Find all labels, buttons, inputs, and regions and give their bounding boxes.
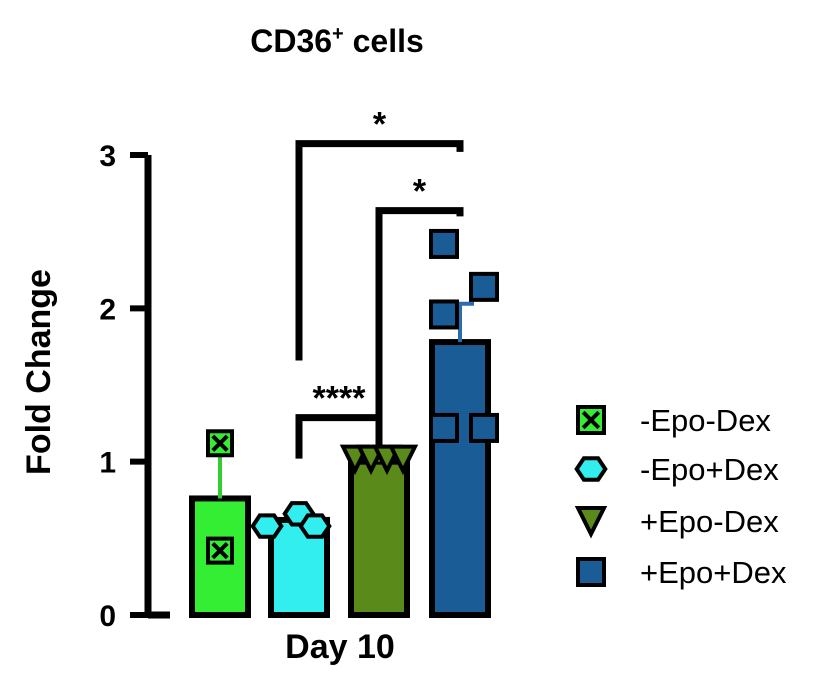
legend-marker-3 [576, 557, 606, 587]
sig-label-2: **** [313, 380, 367, 418]
y-tick-label: 1 [99, 447, 116, 480]
legend-label-2: +Epo-Dex [640, 504, 779, 539]
legend-label-0: -Epo-Dex [640, 403, 771, 438]
data-point-3-2 [429, 299, 459, 330]
data-point-3-0 [429, 228, 459, 259]
data-point-0-1 [206, 536, 234, 565]
bar-2 [348, 458, 410, 618]
sig-label-1: * [413, 173, 427, 211]
y-tick-label: 3 [99, 140, 116, 173]
legend-marker-1 [574, 456, 608, 482]
sig-bracket-2 [295, 414, 383, 459]
significance-brackets: ****** [295, 106, 464, 459]
legend: -Epo-Dex -Epo+Dex +Epo-Dex +Epo+Dex [574, 403, 787, 590]
y-tick-label: 0 [99, 600, 116, 633]
data-point-2-3 [387, 444, 419, 476]
data-point-3-3 [429, 412, 459, 443]
data-point-3-4 [469, 412, 499, 443]
data-point-1-0 [250, 513, 284, 539]
sig-label-0: * [373, 106, 387, 144]
chart-title: CD36+ cells [250, 23, 424, 59]
sig-bracket-1 [375, 207, 464, 447]
y-axis-label: Fold Change [20, 269, 58, 475]
bar-3 [429, 339, 491, 618]
chart-title-rest: cells [344, 23, 424, 59]
legend-marker-0 [576, 405, 606, 435]
y-tick-label: 2 [99, 293, 116, 326]
legend-marker-2 [574, 506, 608, 539]
x-axis-label: Day 10 [285, 628, 395, 666]
data-point-3-1 [469, 271, 499, 302]
chart-title-main: CD36 [250, 23, 332, 59]
y-ticks: 0 1 2 3 [99, 140, 148, 633]
legend-label-3: +Epo+Dex [640, 555, 787, 590]
data-point-1-2 [298, 513, 332, 539]
legend-label-1: -Epo+Dex [640, 452, 779, 487]
data-point-0-0 [206, 429, 234, 458]
chart-title-sup: + [332, 23, 344, 45]
data-points [206, 228, 499, 565]
sig-bracket-0 [295, 140, 464, 361]
